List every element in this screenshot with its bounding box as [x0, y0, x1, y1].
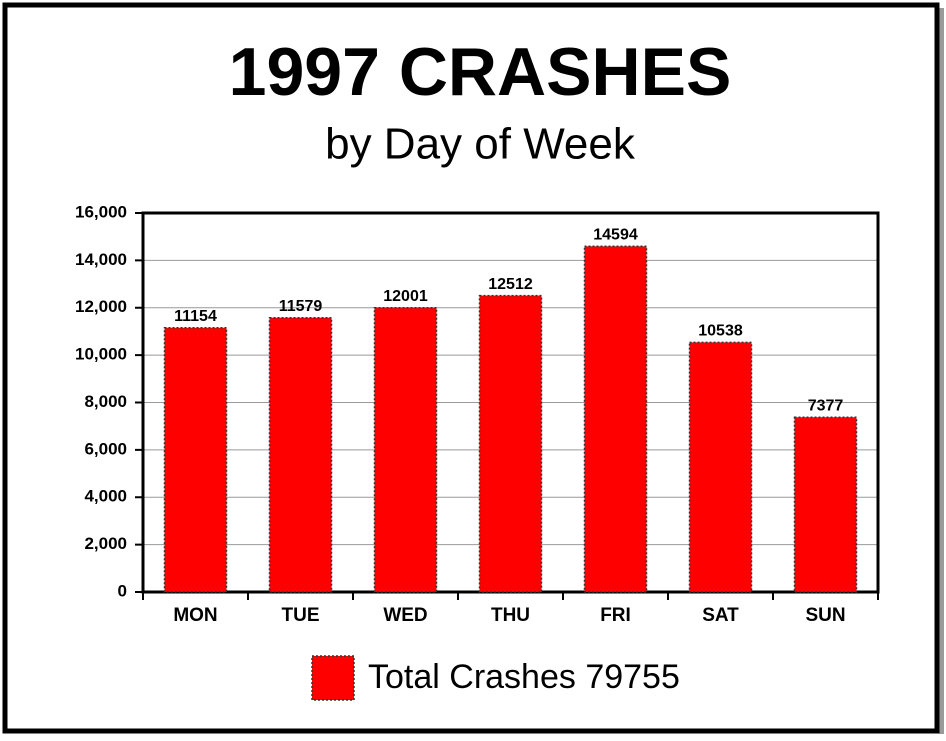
x-tick-label: FRI [600, 605, 631, 626]
data-label: 12001 [383, 288, 428, 305]
data-label: 14594 [593, 227, 638, 244]
bar [268, 316, 333, 593]
x-tick-label: MON [173, 605, 217, 626]
y-tick-label: 14,000 [75, 250, 127, 269]
bar [163, 327, 228, 593]
y-tick-label: 12,000 [75, 297, 127, 316]
x-tick-label: SUN [805, 605, 845, 626]
frame-shadow [939, 8, 944, 734]
bar [583, 245, 648, 593]
bar [793, 416, 858, 593]
bar [478, 294, 543, 593]
y-tick-label: 10,000 [75, 345, 127, 364]
data-label: 12512 [488, 276, 533, 293]
y-tick-label: 4,000 [84, 487, 127, 506]
x-tick-label: THU [491, 605, 530, 626]
y-tick-label: 0 [118, 581, 127, 600]
y-tick-label: 6,000 [84, 439, 127, 458]
y-tick-label: 8,000 [84, 392, 127, 411]
bar [373, 306, 438, 593]
x-tick-label: TUE [282, 605, 320, 626]
legend-label: Total Crashes 79755 [368, 658, 680, 696]
y-tick-label: 2,000 [84, 534, 127, 553]
y-tick-label: 16,000 [75, 202, 127, 221]
frame [2, 2, 940, 734]
legend-swatch [311, 655, 355, 701]
chart-title: 1997 CRASHES [229, 34, 732, 110]
x-tick-label: WED [383, 605, 427, 626]
plot-area: 0 2,000 4,000 6,000 8,000 10,000 12,000 14,000 1… [75, 202, 880, 626]
chart-subtitle: by Day of Week [325, 120, 636, 169]
data-label: 11154 [174, 308, 217, 325]
data-label: 10538 [698, 323, 743, 340]
x-tick-label: SAT [702, 605, 739, 626]
data-label: 11579 [279, 298, 323, 315]
data-label: 7377 [808, 397, 844, 414]
bar [688, 341, 753, 593]
